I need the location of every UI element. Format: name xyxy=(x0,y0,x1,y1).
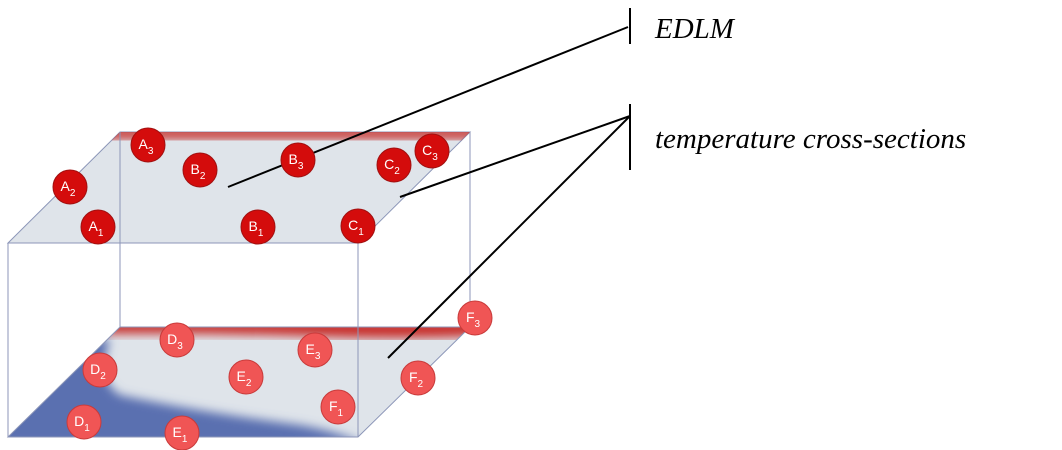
node-index: 3 xyxy=(177,341,183,352)
node: E3 xyxy=(297,332,333,368)
node: A3 xyxy=(130,127,166,163)
node-index: 2 xyxy=(394,166,400,177)
node-index: 1 xyxy=(338,408,344,419)
node-letter: E xyxy=(173,424,182,440)
node: F3 xyxy=(457,300,493,336)
node: B3 xyxy=(280,142,316,178)
node-circle xyxy=(52,169,88,205)
node-letter: F xyxy=(329,398,338,414)
node-index: 3 xyxy=(315,351,321,362)
node-circle xyxy=(297,332,333,368)
node-circle xyxy=(82,352,118,388)
node-circle xyxy=(376,147,412,183)
node-letter: F xyxy=(466,309,475,325)
node-label: B3 xyxy=(289,151,304,172)
node-label: C1 xyxy=(348,217,364,238)
node-circle xyxy=(414,133,450,169)
node: F2 xyxy=(400,360,436,396)
node: B1 xyxy=(240,209,276,245)
node-circle xyxy=(400,360,436,396)
node-circle xyxy=(159,322,195,358)
node-index: 3 xyxy=(298,161,304,172)
node-index: 1 xyxy=(258,228,264,239)
node-letter: D xyxy=(90,361,100,377)
node-circle xyxy=(228,359,264,395)
node-label: B1 xyxy=(249,218,264,239)
node-letter: E xyxy=(237,368,246,384)
node-index: 3 xyxy=(432,152,438,163)
node-letter: B xyxy=(249,218,258,234)
node-label: A2 xyxy=(61,178,76,199)
node-label: E1 xyxy=(173,424,188,445)
node-index: 3 xyxy=(475,319,481,330)
node-circle xyxy=(164,415,200,450)
node-index: 2 xyxy=(200,171,206,182)
node-circle xyxy=(80,209,116,245)
node: C1 xyxy=(340,208,376,244)
node: C3 xyxy=(414,133,450,169)
node-letter: D xyxy=(74,413,84,429)
node-letter: A xyxy=(89,218,99,234)
node-index: 1 xyxy=(182,434,188,445)
node-label: B2 xyxy=(191,161,206,182)
node-index: 1 xyxy=(358,227,364,238)
node-label: D1 xyxy=(74,413,90,434)
node-label: C2 xyxy=(384,156,400,177)
node-index: 2 xyxy=(418,379,424,390)
node-letter: C xyxy=(422,142,432,158)
node-circle xyxy=(182,152,218,188)
node-index: 1 xyxy=(84,423,90,434)
node-circle xyxy=(320,389,356,425)
box-edges xyxy=(7,132,471,437)
node-letter: C xyxy=(384,156,394,172)
node-letter: B xyxy=(289,151,298,167)
node-letter: E xyxy=(306,341,315,357)
top-red-band xyxy=(100,132,470,139)
node-label: F3 xyxy=(466,309,481,330)
node-circle xyxy=(130,127,166,163)
node-letter: D xyxy=(167,331,177,347)
node-label: C3 xyxy=(422,142,438,163)
node-letter: A xyxy=(139,136,149,152)
node-label: A1 xyxy=(89,218,104,239)
node-letter: A xyxy=(61,178,71,194)
node-letter: F xyxy=(409,369,418,385)
node-circle xyxy=(66,404,102,440)
node-index: 1 xyxy=(98,228,104,239)
temperature-label: temperature cross-sections xyxy=(655,123,966,155)
node: C2 xyxy=(376,147,412,183)
node-label: F2 xyxy=(409,369,424,390)
node-circle xyxy=(280,142,316,178)
node-label: E3 xyxy=(306,341,321,362)
node-label: D3 xyxy=(167,331,183,352)
node-index: 2 xyxy=(100,371,106,382)
node: E1 xyxy=(164,415,200,450)
node-index: 3 xyxy=(148,146,154,157)
node-label: E2 xyxy=(237,368,252,389)
edlm-label: EDLM xyxy=(654,13,736,45)
node-letter: C xyxy=(348,217,358,233)
node-label: F1 xyxy=(329,398,344,419)
node-circle xyxy=(240,209,276,245)
node: D2 xyxy=(82,352,118,388)
node: A1 xyxy=(80,209,116,245)
node-letter: B xyxy=(191,161,200,177)
node: E2 xyxy=(228,359,264,395)
node-circle xyxy=(457,300,493,336)
node-label: A3 xyxy=(139,136,154,157)
node-index: 2 xyxy=(246,378,252,389)
node-circle xyxy=(340,208,376,244)
node: A2 xyxy=(52,169,88,205)
node: D1 xyxy=(66,404,102,440)
node-index: 2 xyxy=(70,188,76,199)
node: F1 xyxy=(320,389,356,425)
node: D3 xyxy=(159,322,195,358)
node-label: D2 xyxy=(90,361,106,382)
node: B2 xyxy=(182,152,218,188)
